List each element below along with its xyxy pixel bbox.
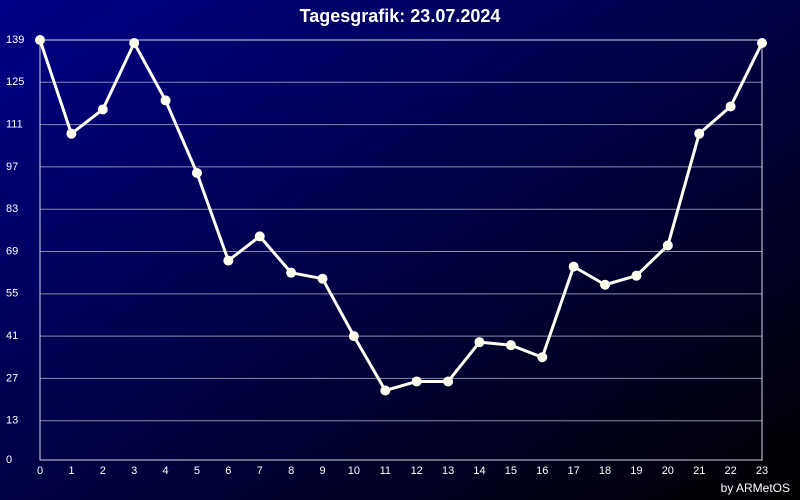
y-tick-label: 27 xyxy=(6,372,18,384)
y-tick-label: 125 xyxy=(6,76,24,88)
data-point xyxy=(35,35,45,45)
x-tick-label: 15 xyxy=(505,465,517,477)
x-tick-label: 5 xyxy=(194,465,200,477)
data-point xyxy=(725,101,736,112)
data-point xyxy=(505,340,516,351)
data-line xyxy=(38,39,764,393)
y-tick-label: 83 xyxy=(6,203,18,215)
data-point xyxy=(348,331,359,342)
data-point xyxy=(191,167,202,178)
data-point xyxy=(254,231,265,242)
x-tick-label: 13 xyxy=(442,465,454,477)
x-tick-label: 7 xyxy=(257,465,263,477)
x-tick-label: 17 xyxy=(568,465,580,477)
plot-border xyxy=(39,39,763,461)
data-point xyxy=(443,376,454,387)
data-point xyxy=(97,104,108,115)
x-tick-label: 10 xyxy=(348,465,360,477)
x-tick-label: 19 xyxy=(630,465,642,477)
data-point xyxy=(317,273,328,284)
y-tick-label: 13 xyxy=(6,415,18,427)
x-tick-label: 2 xyxy=(100,465,106,477)
x-tick-label: 22 xyxy=(724,465,736,477)
chart-title: Tagesgrafik: 23.07.2024 xyxy=(300,6,501,26)
data-point xyxy=(757,38,767,49)
credit: by ARMetOS xyxy=(721,481,790,495)
data-point xyxy=(662,240,673,251)
data-point xyxy=(160,95,171,106)
x-tick-label: 9 xyxy=(319,465,325,477)
x-tick-label: 4 xyxy=(163,465,169,477)
x-tick-label: 6 xyxy=(225,465,231,477)
data-point xyxy=(411,376,422,387)
x-tick-label: 16 xyxy=(536,465,548,477)
data-point xyxy=(600,279,611,290)
data-point xyxy=(631,270,642,281)
data-point xyxy=(129,38,140,49)
x-tick-label: 20 xyxy=(662,465,674,477)
data-point xyxy=(286,267,297,278)
data-point xyxy=(474,337,485,348)
x-tick-label: 8 xyxy=(288,465,294,477)
y-tick-label: 139 xyxy=(6,34,24,46)
x-tick-label: 23 xyxy=(756,465,768,477)
y-tick-label: 41 xyxy=(6,330,18,342)
y-tick-label: 111 xyxy=(6,119,23,131)
data-point xyxy=(66,128,77,139)
data-point xyxy=(568,261,579,272)
data-point xyxy=(223,255,234,266)
data-point xyxy=(537,352,548,363)
x-tick-label: 12 xyxy=(411,465,423,477)
y-tick-label: 0 xyxy=(6,454,12,466)
x-tick-label: 11 xyxy=(380,465,391,477)
x-tick-label: 14 xyxy=(473,465,485,477)
x-tick-label: 1 xyxy=(68,465,74,477)
x-tick-label: 3 xyxy=(131,465,137,477)
x-tick-label: 21 xyxy=(693,465,705,477)
x-tick-label: 0 xyxy=(37,465,43,477)
data-point xyxy=(694,128,705,139)
y-tick-label: 97 xyxy=(6,161,18,173)
y-tick-label: 69 xyxy=(6,245,18,257)
x-tick-label: 18 xyxy=(599,465,611,477)
y-tick-label: 55 xyxy=(6,288,18,300)
data-point xyxy=(380,385,391,396)
